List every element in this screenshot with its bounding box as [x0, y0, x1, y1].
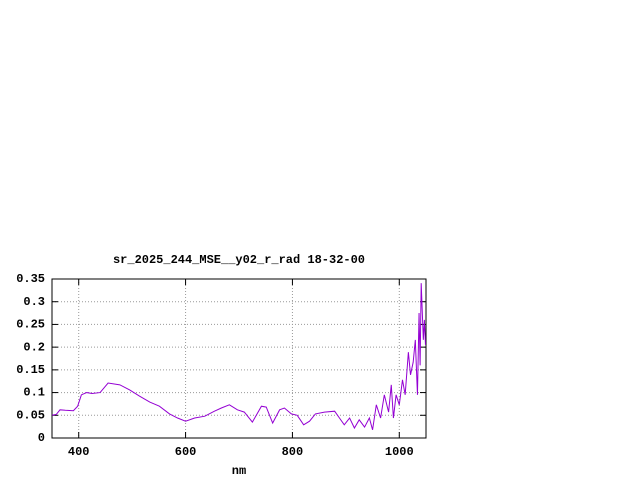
y-tick-label: 0.35 — [16, 272, 45, 286]
x-tick-label: 800 — [282, 445, 304, 459]
y-tick-label: 0.25 — [16, 318, 45, 332]
chart-title: sr_2025_244_MSE__y02_r_rad 18-32-00 — [113, 253, 365, 267]
x-tick-label: 400 — [68, 445, 90, 459]
y-tick-label: 0.05 — [16, 408, 45, 422]
y-tick-label: 0.2 — [23, 340, 45, 354]
y-tick-label: 0.1 — [23, 386, 45, 400]
plot-border — [51, 278, 427, 439]
x-tick-label: 600 — [175, 445, 197, 459]
y-tick-label: 0.3 — [23, 295, 45, 309]
data-line — [51, 283, 426, 430]
x-tick-label: 1000 — [385, 445, 414, 459]
y-tick-label: 0 — [38, 431, 45, 445]
x-axis-label: nm — [232, 464, 246, 478]
y-tick-label: 0.15 — [16, 363, 45, 377]
